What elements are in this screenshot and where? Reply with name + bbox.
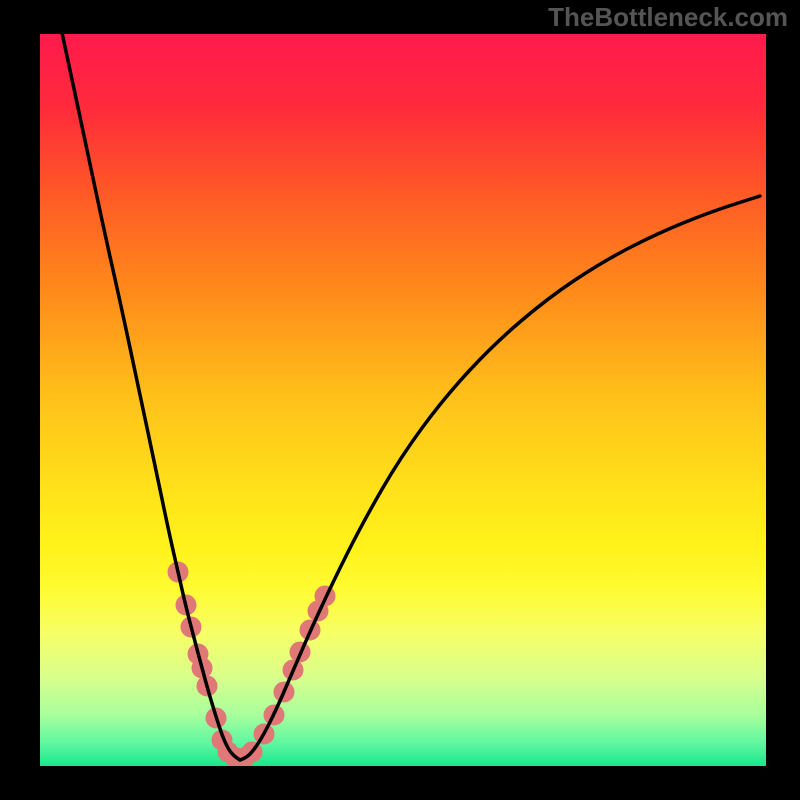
watermark-text: TheBottleneck.com xyxy=(548,2,788,33)
plot-area xyxy=(40,34,766,766)
chart-canvas xyxy=(0,0,800,800)
